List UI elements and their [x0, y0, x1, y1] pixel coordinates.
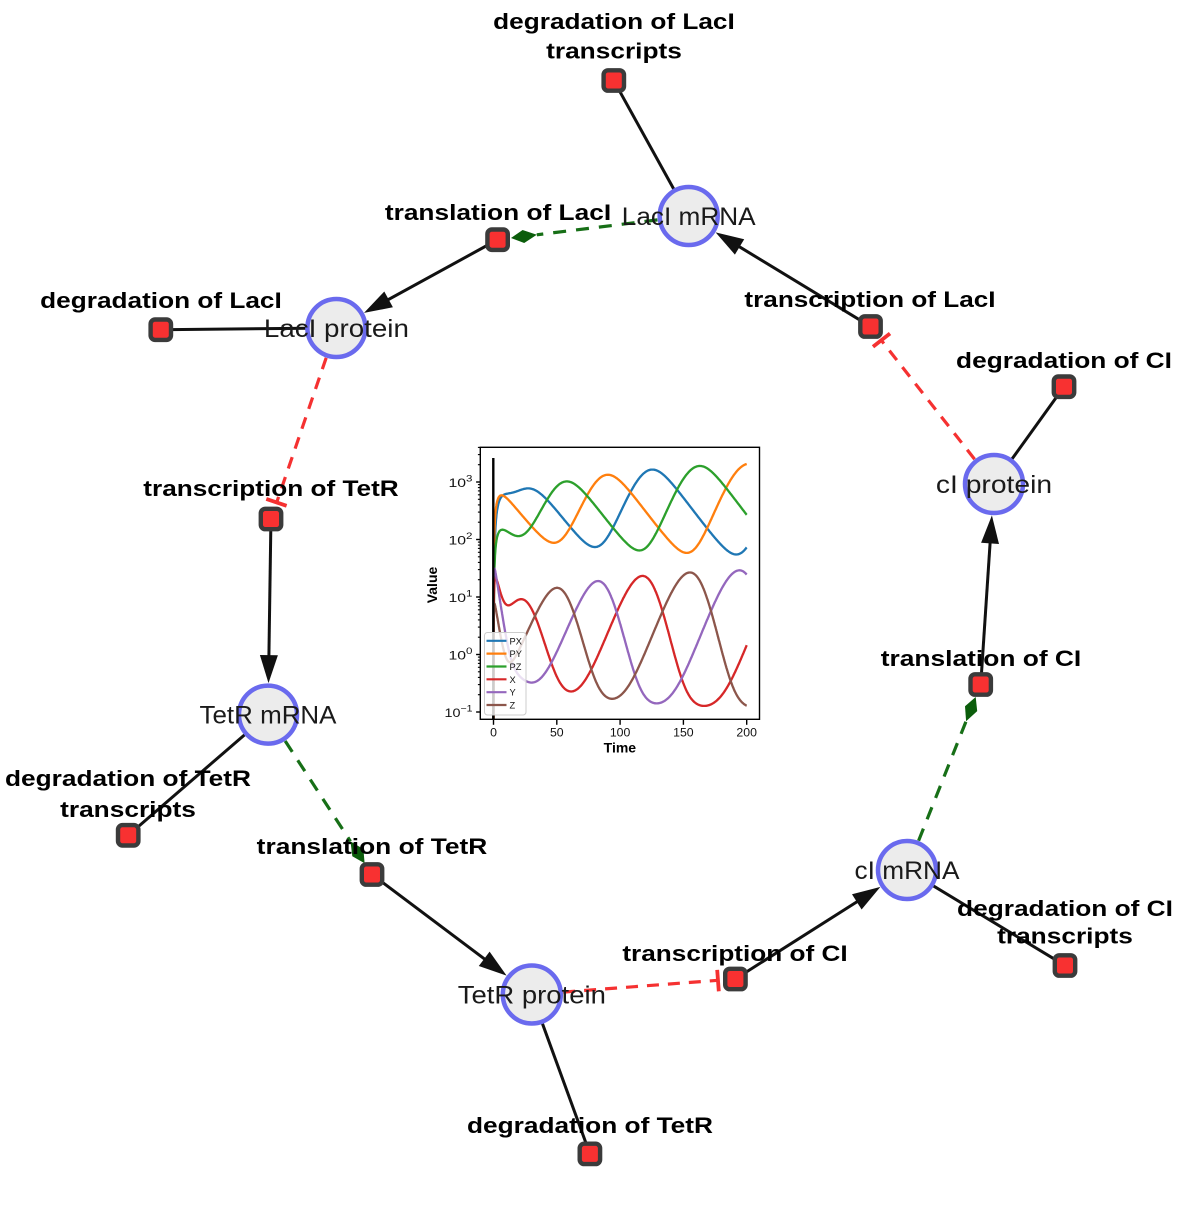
svg-text:50: 50 — [550, 725, 564, 739]
svg-text:X: X — [510, 675, 516, 685]
svg-text:transcripts: transcripts — [546, 39, 682, 64]
svg-text:translation of TetR: translation of TetR — [257, 834, 488, 859]
svg-text:translation of LacI: translation of LacI — [385, 200, 611, 225]
svg-text:Y: Y — [510, 688, 516, 698]
svg-text:TetR mRNA: TetR mRNA — [200, 702, 337, 730]
svg-text:Z: Z — [510, 701, 516, 711]
svg-text:transcripts: transcripts — [60, 797, 196, 822]
svg-text:degradation of CI: degradation of CI — [957, 896, 1173, 921]
svg-text:transcription of CI: transcription of CI — [622, 941, 847, 966]
svg-text:degradation of CI: degradation of CI — [956, 348, 1172, 373]
svg-text:degradation of TetR: degradation of TetR — [467, 1113, 713, 1138]
svg-text:Time: Time — [604, 740, 637, 756]
svg-text:transcripts: transcripts — [997, 924, 1133, 949]
svg-text:degradation of LacI: degradation of LacI — [493, 9, 735, 34]
svg-text:0: 0 — [490, 725, 497, 739]
svg-text:transcription of TetR: transcription of TetR — [143, 476, 399, 501]
svg-text:cI protein: cI protein — [936, 471, 1052, 499]
svg-text:100: 100 — [610, 725, 631, 739]
svg-text:degradation of TetR: degradation of TetR — [5, 766, 251, 791]
svg-text:LacI mRNA: LacI mRNA — [622, 203, 756, 231]
svg-text:PZ: PZ — [510, 662, 522, 672]
svg-text:200: 200 — [736, 725, 757, 739]
svg-text:150: 150 — [673, 725, 694, 739]
svg-text:Value: Value — [424, 567, 440, 604]
svg-text:cI mRNA: cI mRNA — [855, 857, 960, 885]
svg-text:degradation of LacI: degradation of LacI — [40, 288, 282, 313]
svg-text:LacI protein: LacI protein — [264, 315, 409, 343]
svg-text:translation of CI: translation of CI — [881, 646, 1082, 671]
svg-text:TetR protein: TetR protein — [458, 982, 606, 1010]
svg-text:PY: PY — [510, 649, 522, 659]
svg-text:transcription of LacI: transcription of LacI — [744, 287, 995, 312]
svg-text:PX: PX — [510, 636, 522, 646]
